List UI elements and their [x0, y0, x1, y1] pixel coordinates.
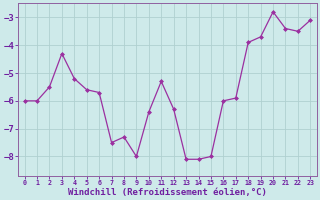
X-axis label: Windchill (Refroidissement éolien,°C): Windchill (Refroidissement éolien,°C) — [68, 188, 267, 197]
